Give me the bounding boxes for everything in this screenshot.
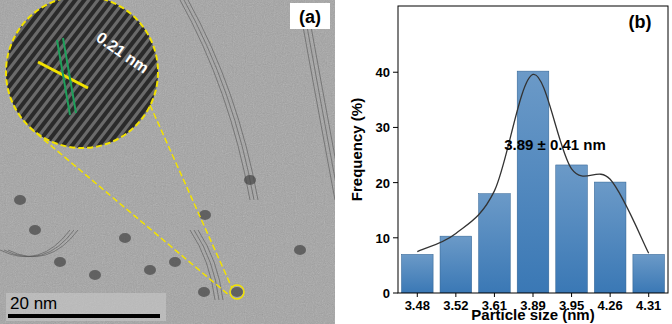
lattice-fringe (142, 0, 272, 160)
bar (517, 71, 549, 293)
lattice-fringe (0, 0, 2, 160)
spacing-marker (57, 40, 70, 115)
plot-frame (398, 6, 668, 293)
spacing-marker (63, 38, 76, 113)
sheet-fold (308, 10, 335, 200)
lattice-fringe (232, 0, 335, 160)
zoom-source (230, 285, 244, 299)
lattice-spacing-label: 0.21 nm (93, 29, 152, 77)
x-tick (571, 293, 572, 297)
lattice-fringe (0, 0, 20, 160)
nanoparticle (14, 195, 26, 205)
lattice-fringe (97, 0, 227, 160)
x-axis-label: Particle size (nm) (471, 306, 594, 323)
annotation: 3.89 ± 0.41 nm (504, 136, 606, 153)
scale-bar-bg (6, 293, 166, 321)
x-tick-label: 4.31 (636, 298, 661, 313)
panel-label: (b) (629, 12, 652, 32)
bar (594, 182, 626, 293)
y-tick (393, 237, 398, 238)
lattice-fringe (79, 0, 209, 160)
nanoparticle (89, 270, 101, 280)
fit-curve (417, 74, 648, 253)
bar (440, 236, 472, 293)
scale-bar (8, 314, 160, 318)
hrtem-inset (0, 0, 335, 160)
nanoparticle (54, 257, 66, 267)
lattice-fringe (151, 0, 281, 160)
sheet-fold (8, 230, 78, 257)
lattice-fringe (259, 0, 335, 160)
bar (633, 254, 665, 293)
x-tick-label: 3.52 (443, 298, 468, 313)
lattice-fringe (214, 0, 335, 160)
y-tick (393, 72, 398, 73)
lattice-fringe (124, 0, 254, 160)
nanoparticle (29, 225, 41, 235)
nanoparticle (144, 265, 156, 275)
lattice-fringe (196, 0, 326, 160)
sheet-fold (188, 0, 258, 200)
sheet-fold (184, 0, 254, 200)
x-tick (533, 293, 534, 297)
nanoparticle (169, 257, 181, 267)
x-tick-label: 3.48 (405, 298, 430, 313)
lattice-fringe (61, 0, 191, 160)
lattice-fringe (178, 0, 308, 160)
nanoparticle (294, 245, 306, 255)
lattice-fringe (133, 0, 263, 160)
nanoparticle (199, 210, 211, 220)
lattice-fringe (160, 0, 290, 160)
lattice-fringe (286, 0, 335, 160)
lattice-fringe (169, 0, 299, 160)
lattice-fringe (70, 0, 200, 160)
x-tick-label: 4.26 (597, 298, 622, 313)
nanoparticle (231, 287, 243, 297)
lattice-fringe (88, 0, 218, 160)
y-tick-label: 10 (376, 231, 390, 246)
lattice-fringe (106, 0, 236, 160)
lattice-fringe (205, 0, 335, 160)
y-tick-label: 40 (376, 65, 390, 80)
zoom-line (150, 105, 232, 288)
bar (556, 165, 588, 293)
lattice-fringe (268, 0, 335, 160)
lattice-fringe (115, 0, 245, 160)
bar (401, 254, 433, 293)
nanoparticle (198, 287, 210, 297)
plot-marks (401, 71, 664, 293)
tem-image: 0.21 nm 20 nm (a) (0, 0, 335, 324)
y-tick-label: 20 (376, 176, 390, 191)
y-tick (393, 182, 398, 183)
x-tick (494, 293, 495, 297)
tem-background (0, 0, 335, 324)
x-tick (417, 293, 418, 297)
x-tick (455, 293, 456, 297)
sheet-fold (300, 10, 335, 200)
y-tick (393, 293, 398, 294)
lattice-fringe (223, 0, 335, 160)
inset-border (6, 0, 158, 148)
lattice-fringe (277, 0, 335, 160)
y-tick (393, 127, 398, 128)
y-tick-label: 0 (383, 286, 390, 301)
tem-noise (0, 0, 335, 324)
panel-label: (a) (299, 7, 321, 27)
scale-bar-label: 20 nm (10, 294, 57, 313)
panel-label-bg (290, 3, 330, 29)
sheet-fold (180, 0, 250, 200)
figure: 0.21 nm20 nm(a)0102030403.483.523.613.89… (0, 0, 672, 324)
lattice-fringe (241, 0, 335, 160)
zoom-line (30, 128, 230, 296)
nanoparticle (119, 233, 131, 243)
y-tick-label: 30 (376, 120, 390, 135)
nanoparticle (244, 175, 256, 185)
x-tick (648, 293, 649, 297)
lattice-fringe (250, 0, 335, 160)
y-axis-label: Frequency (%) (348, 98, 365, 201)
sheet-fold (304, 10, 335, 200)
x-tick (610, 293, 611, 297)
